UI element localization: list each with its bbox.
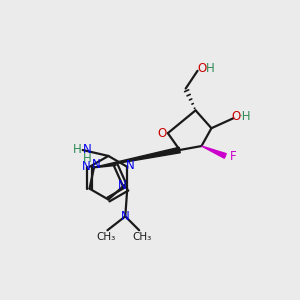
Polygon shape — [94, 147, 180, 167]
Text: O: O — [197, 62, 206, 75]
Polygon shape — [202, 146, 226, 158]
Text: H: H — [206, 62, 215, 75]
Text: H: H — [73, 142, 82, 155]
Text: N: N — [121, 210, 130, 223]
Text: N: N — [92, 158, 100, 171]
Text: CH₃: CH₃ — [133, 232, 152, 242]
Text: N: N — [126, 159, 135, 172]
Text: O: O — [232, 110, 241, 123]
Text: N: N — [118, 179, 127, 192]
Text: ·H: ·H — [239, 110, 251, 123]
Text: N: N — [83, 142, 92, 155]
Text: H: H — [83, 152, 92, 165]
Text: O: O — [157, 127, 167, 140]
Text: CH₃: CH₃ — [97, 232, 116, 242]
Text: F: F — [230, 150, 236, 164]
Text: N: N — [82, 160, 91, 173]
